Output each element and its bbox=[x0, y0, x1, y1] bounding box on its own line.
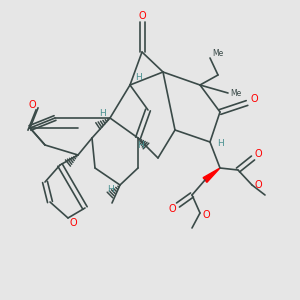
Text: O: O bbox=[202, 210, 210, 220]
Text: Me: Me bbox=[230, 88, 242, 98]
Text: H: H bbox=[106, 185, 113, 194]
Text: H: H bbox=[136, 142, 143, 151]
Text: Me: Me bbox=[212, 49, 224, 58]
Text: O: O bbox=[254, 180, 262, 190]
Text: H: H bbox=[217, 140, 224, 148]
Text: O: O bbox=[28, 100, 36, 110]
Text: O: O bbox=[138, 11, 146, 21]
Text: H: H bbox=[99, 110, 105, 118]
Text: O: O bbox=[250, 94, 258, 104]
Text: O: O bbox=[69, 218, 77, 228]
Text: O: O bbox=[254, 149, 262, 159]
Polygon shape bbox=[203, 168, 220, 182]
Text: O: O bbox=[168, 204, 176, 214]
Text: H: H bbox=[135, 73, 141, 82]
